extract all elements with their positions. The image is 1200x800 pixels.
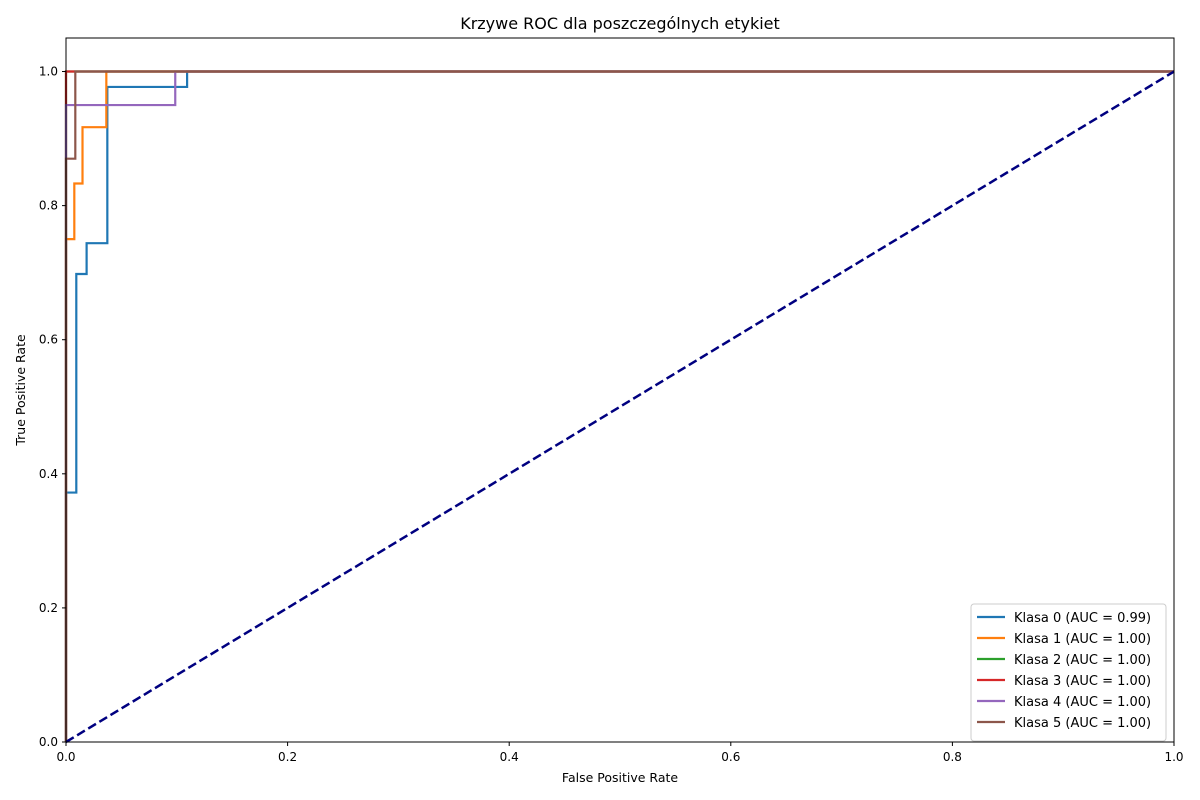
x-tick-label: 0.4 [500,750,519,764]
y-tick-label: 0.8 [39,199,58,213]
x-tick-label: 0.6 [721,750,740,764]
x-tick-label: 0.8 [943,750,962,764]
y-tick-label: 0.2 [39,601,58,615]
x-axis-label: False Positive Rate [562,770,678,785]
chance-diagonal-line [65,70,1175,744]
x-tick-label: 0.2 [278,750,297,764]
roc-curve-klasa-0 [64,70,1174,742]
y-tick-label: 0.6 [39,333,58,347]
roc-curve-klasa-1 [64,70,1174,742]
y-axis-label: True Positive Rate [13,334,28,447]
y-axis: 0.0 0.2 0.4 0.6 0.8 1.0 [39,65,66,749]
axes-frame [65,37,1175,743]
y-tick-label: 1.0 [39,65,58,79]
legend-box [970,603,1167,742]
y-tick-label: 0.4 [39,467,58,481]
legend-label: Klasa 4 (AUC = 1.00) [1014,695,1151,710]
chart-title: Krzywe ROC dla poszczególnych etykiet [460,14,780,33]
legend-label: Klasa 1 (AUC = 1.00) [1014,632,1151,647]
x-tick-label: 1.0 [1164,750,1183,764]
legend-label: Klasa 0 (AUC = 0.99) [1014,611,1151,626]
x-axis: 0.0 0.2 0.4 0.6 0.8 1.0 [56,742,1184,764]
legend-label: Klasa 2 (AUC = 1.00) [1014,653,1151,668]
x-tick-label: 0.0 [56,750,75,764]
y-tick-label: 0.0 [39,735,58,749]
legend-label: Klasa 5 (AUC = 1.00) [1014,716,1151,731]
legend: Klasa 0 (AUC = 0.99) Klasa 1 (AUC = 1.00)… [970,603,1167,742]
legend-label: Klasa 3 (AUC = 1.00) [1014,674,1151,689]
